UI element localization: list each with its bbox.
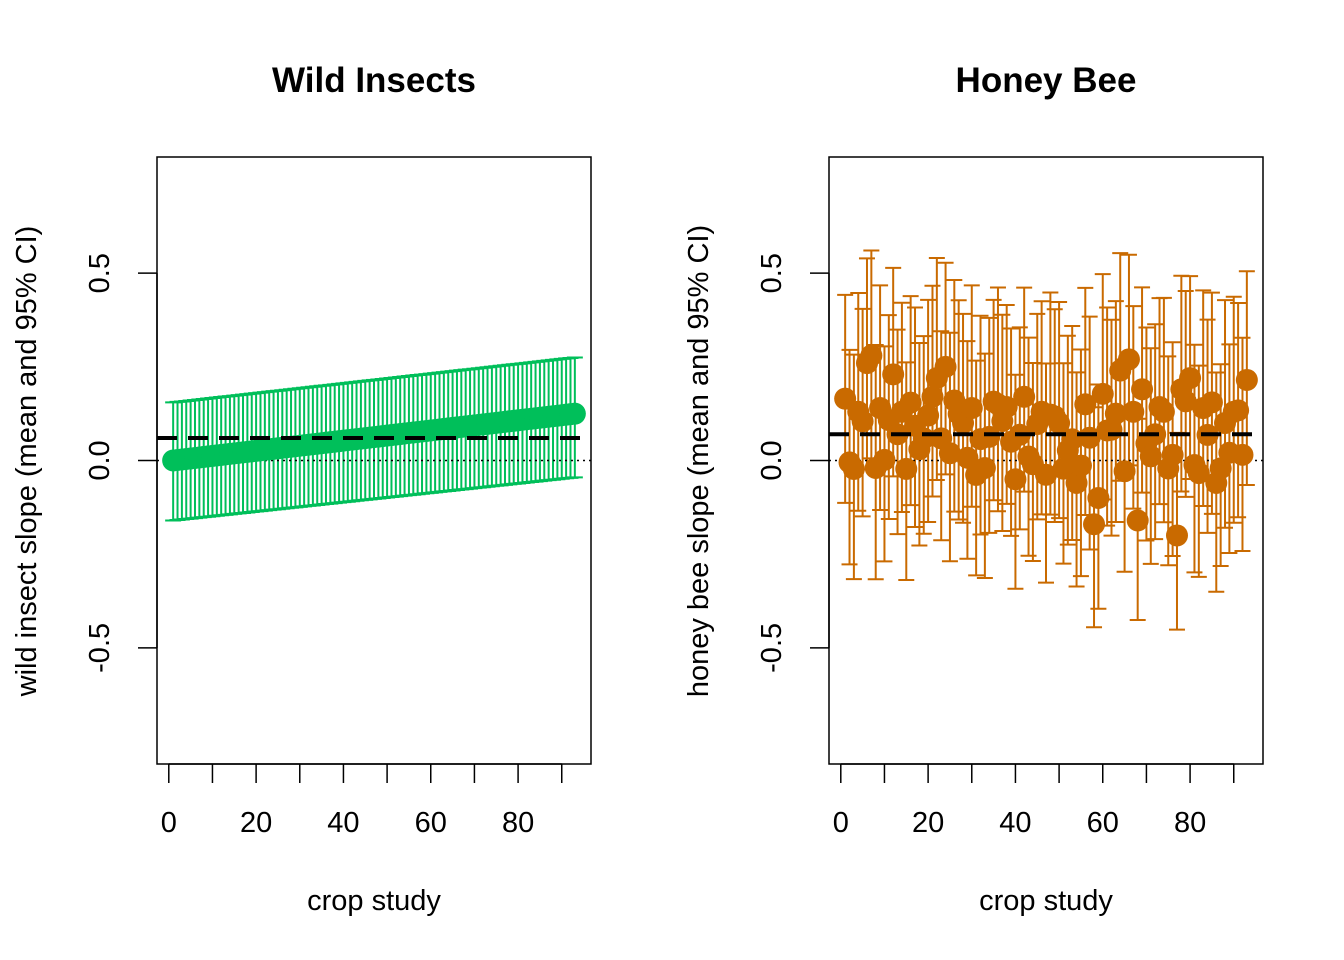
- data-point: [1139, 445, 1162, 468]
- data-point: [1161, 443, 1184, 466]
- data-point: [1187, 462, 1210, 485]
- panel-honey-bee: Honey Bee crop study honey bee slope (me…: [683, 61, 1264, 917]
- data-point: [1122, 400, 1145, 423]
- data-point: [1113, 460, 1136, 483]
- axes: 0 20 40 60 80 -0.5 0.0 0.5: [84, 156, 592, 839]
- y-tick-label: -0.5: [756, 623, 788, 673]
- x-tick-label: 0: [833, 807, 849, 839]
- x-tick-label: 20: [912, 807, 944, 839]
- data-point: [851, 410, 874, 433]
- y-tick-label: 0.5: [84, 253, 116, 293]
- data-point: [860, 344, 883, 367]
- data-point: [873, 448, 896, 471]
- data-point: [1048, 412, 1071, 435]
- data-marks: [829, 249, 1263, 631]
- data-point: [1165, 524, 1188, 547]
- data-point: [1091, 382, 1114, 405]
- x-tick-label: 40: [327, 807, 359, 839]
- data-point: [995, 396, 1018, 419]
- data-point: [1231, 443, 1254, 466]
- y-tick-label: 0.0: [756, 440, 788, 480]
- x-tick-label: 60: [1087, 807, 1119, 839]
- data-point: [1131, 378, 1154, 401]
- data-point: [1104, 402, 1127, 425]
- data-point: [934, 355, 957, 378]
- data-point: [1235, 368, 1258, 391]
- x-tick-label: 20: [240, 807, 272, 839]
- data-point: [973, 456, 996, 479]
- y-axis-label: wild insect slope (mean and 95% CI): [11, 226, 43, 698]
- data-marks: [157, 356, 591, 522]
- data-point: [1227, 399, 1250, 422]
- data-point: [842, 458, 865, 481]
- data-point: [960, 397, 983, 420]
- x-axis-label: crop study: [979, 885, 1113, 917]
- x-tick-label: 0: [161, 807, 177, 839]
- data-point: [899, 391, 922, 414]
- x-axis-label: crop study: [307, 885, 441, 917]
- data-point: [882, 363, 905, 386]
- y-tick-label: 0.0: [84, 440, 116, 480]
- panel-wild-insects: Wild Insects crop study wild insect slop…: [11, 61, 592, 917]
- x-tick-label: 40: [999, 807, 1031, 839]
- data-point: [1004, 468, 1027, 491]
- y-tick-label: -0.5: [84, 623, 116, 673]
- axes: 0 20 40 60 80 -0.5 0.0 0.5: [756, 156, 1264, 839]
- x-tick-label: 60: [415, 807, 447, 839]
- data-point: [1117, 348, 1140, 371]
- data-point: [1069, 454, 1092, 477]
- data-point: [1126, 509, 1149, 532]
- data-point: [1087, 486, 1110, 509]
- data-point: [917, 404, 940, 427]
- data-point: [1083, 513, 1106, 536]
- y-axis-label: honey bee slope (mean and 95% CI): [683, 225, 715, 697]
- data-point: [1013, 385, 1036, 408]
- data-point: [1179, 367, 1202, 390]
- data-point: [563, 402, 586, 425]
- chart-title: Honey Bee: [956, 61, 1137, 100]
- data-point: [1035, 463, 1057, 486]
- data-point: [956, 446, 979, 469]
- data-point: [1078, 426, 1101, 449]
- data-point: [1174, 390, 1197, 413]
- data-point: [978, 425, 1001, 448]
- data-point: [1152, 400, 1175, 423]
- data-point: [1200, 391, 1223, 414]
- data-point: [1074, 393, 1097, 416]
- data-point: [921, 385, 944, 408]
- data-point: [1065, 471, 1088, 494]
- data-point: [1052, 457, 1075, 480]
- x-tick-label: 80: [502, 807, 534, 839]
- chart-title: Wild Insects: [272, 61, 476, 100]
- data-point: [938, 442, 961, 465]
- data-point: [895, 457, 918, 480]
- y-tick-label: 0.5: [756, 253, 788, 293]
- x-tick-label: 80: [1174, 807, 1206, 839]
